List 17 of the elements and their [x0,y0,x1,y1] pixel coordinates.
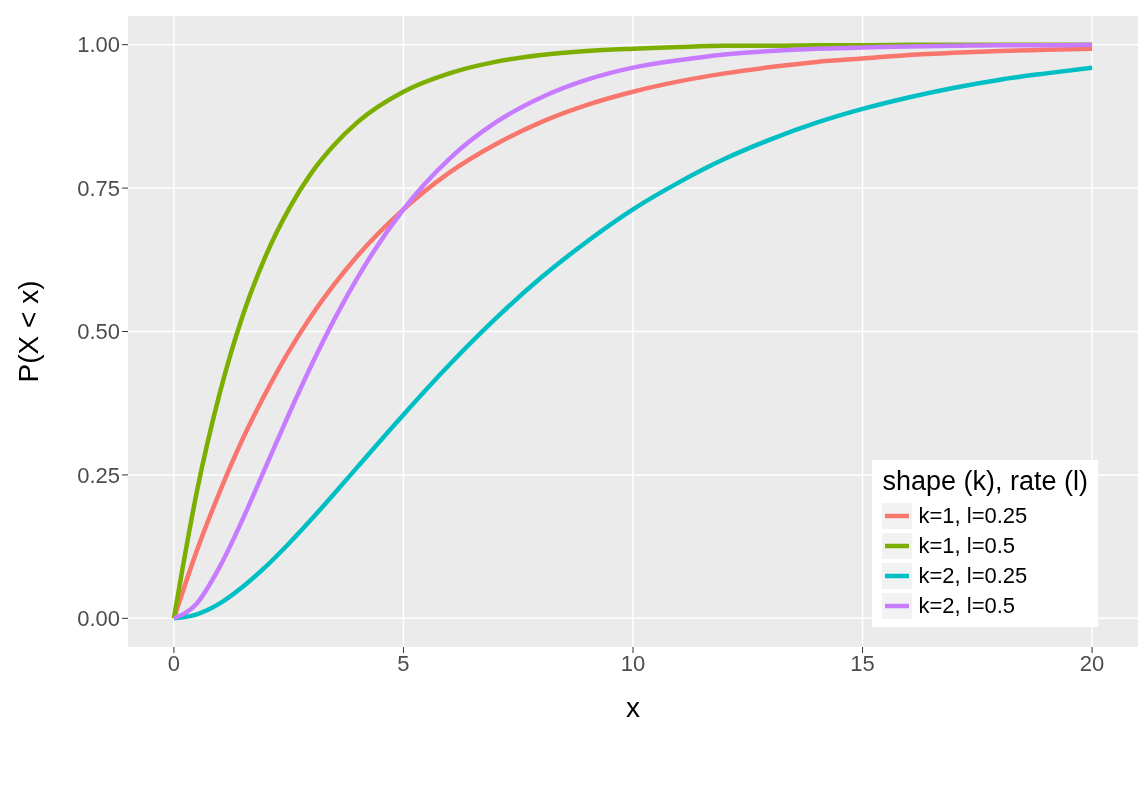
y-tick-label: 0.50 [77,319,120,345]
x-axis-title: x [626,692,640,723]
x-tick-label: 10 [620,650,646,676]
x-tick-label: 0 [167,650,181,676]
y-tick-label: 0.00 [77,606,120,632]
x-tick-label: 5 [397,650,410,676]
y-tick-label: 1.00 [77,32,120,58]
legend-label: k=1, l=0.25 [918,503,1028,529]
y-tick-label: 0.75 [77,175,120,201]
y-axis-title: P(X < x) [12,280,44,383]
x-tick-label: 15 [850,650,875,676]
legend-label: k=2, l=0.25 [918,563,1028,589]
legend-title: shape (k), rate (l) [882,466,1088,497]
y-tick-label: 0.25 [77,462,120,488]
legend-label: k=1, l=0.5 [918,533,1016,559]
legend-label: k=2, l=0.5 [918,593,1016,619]
x-tick-label: 20 [1079,650,1105,676]
